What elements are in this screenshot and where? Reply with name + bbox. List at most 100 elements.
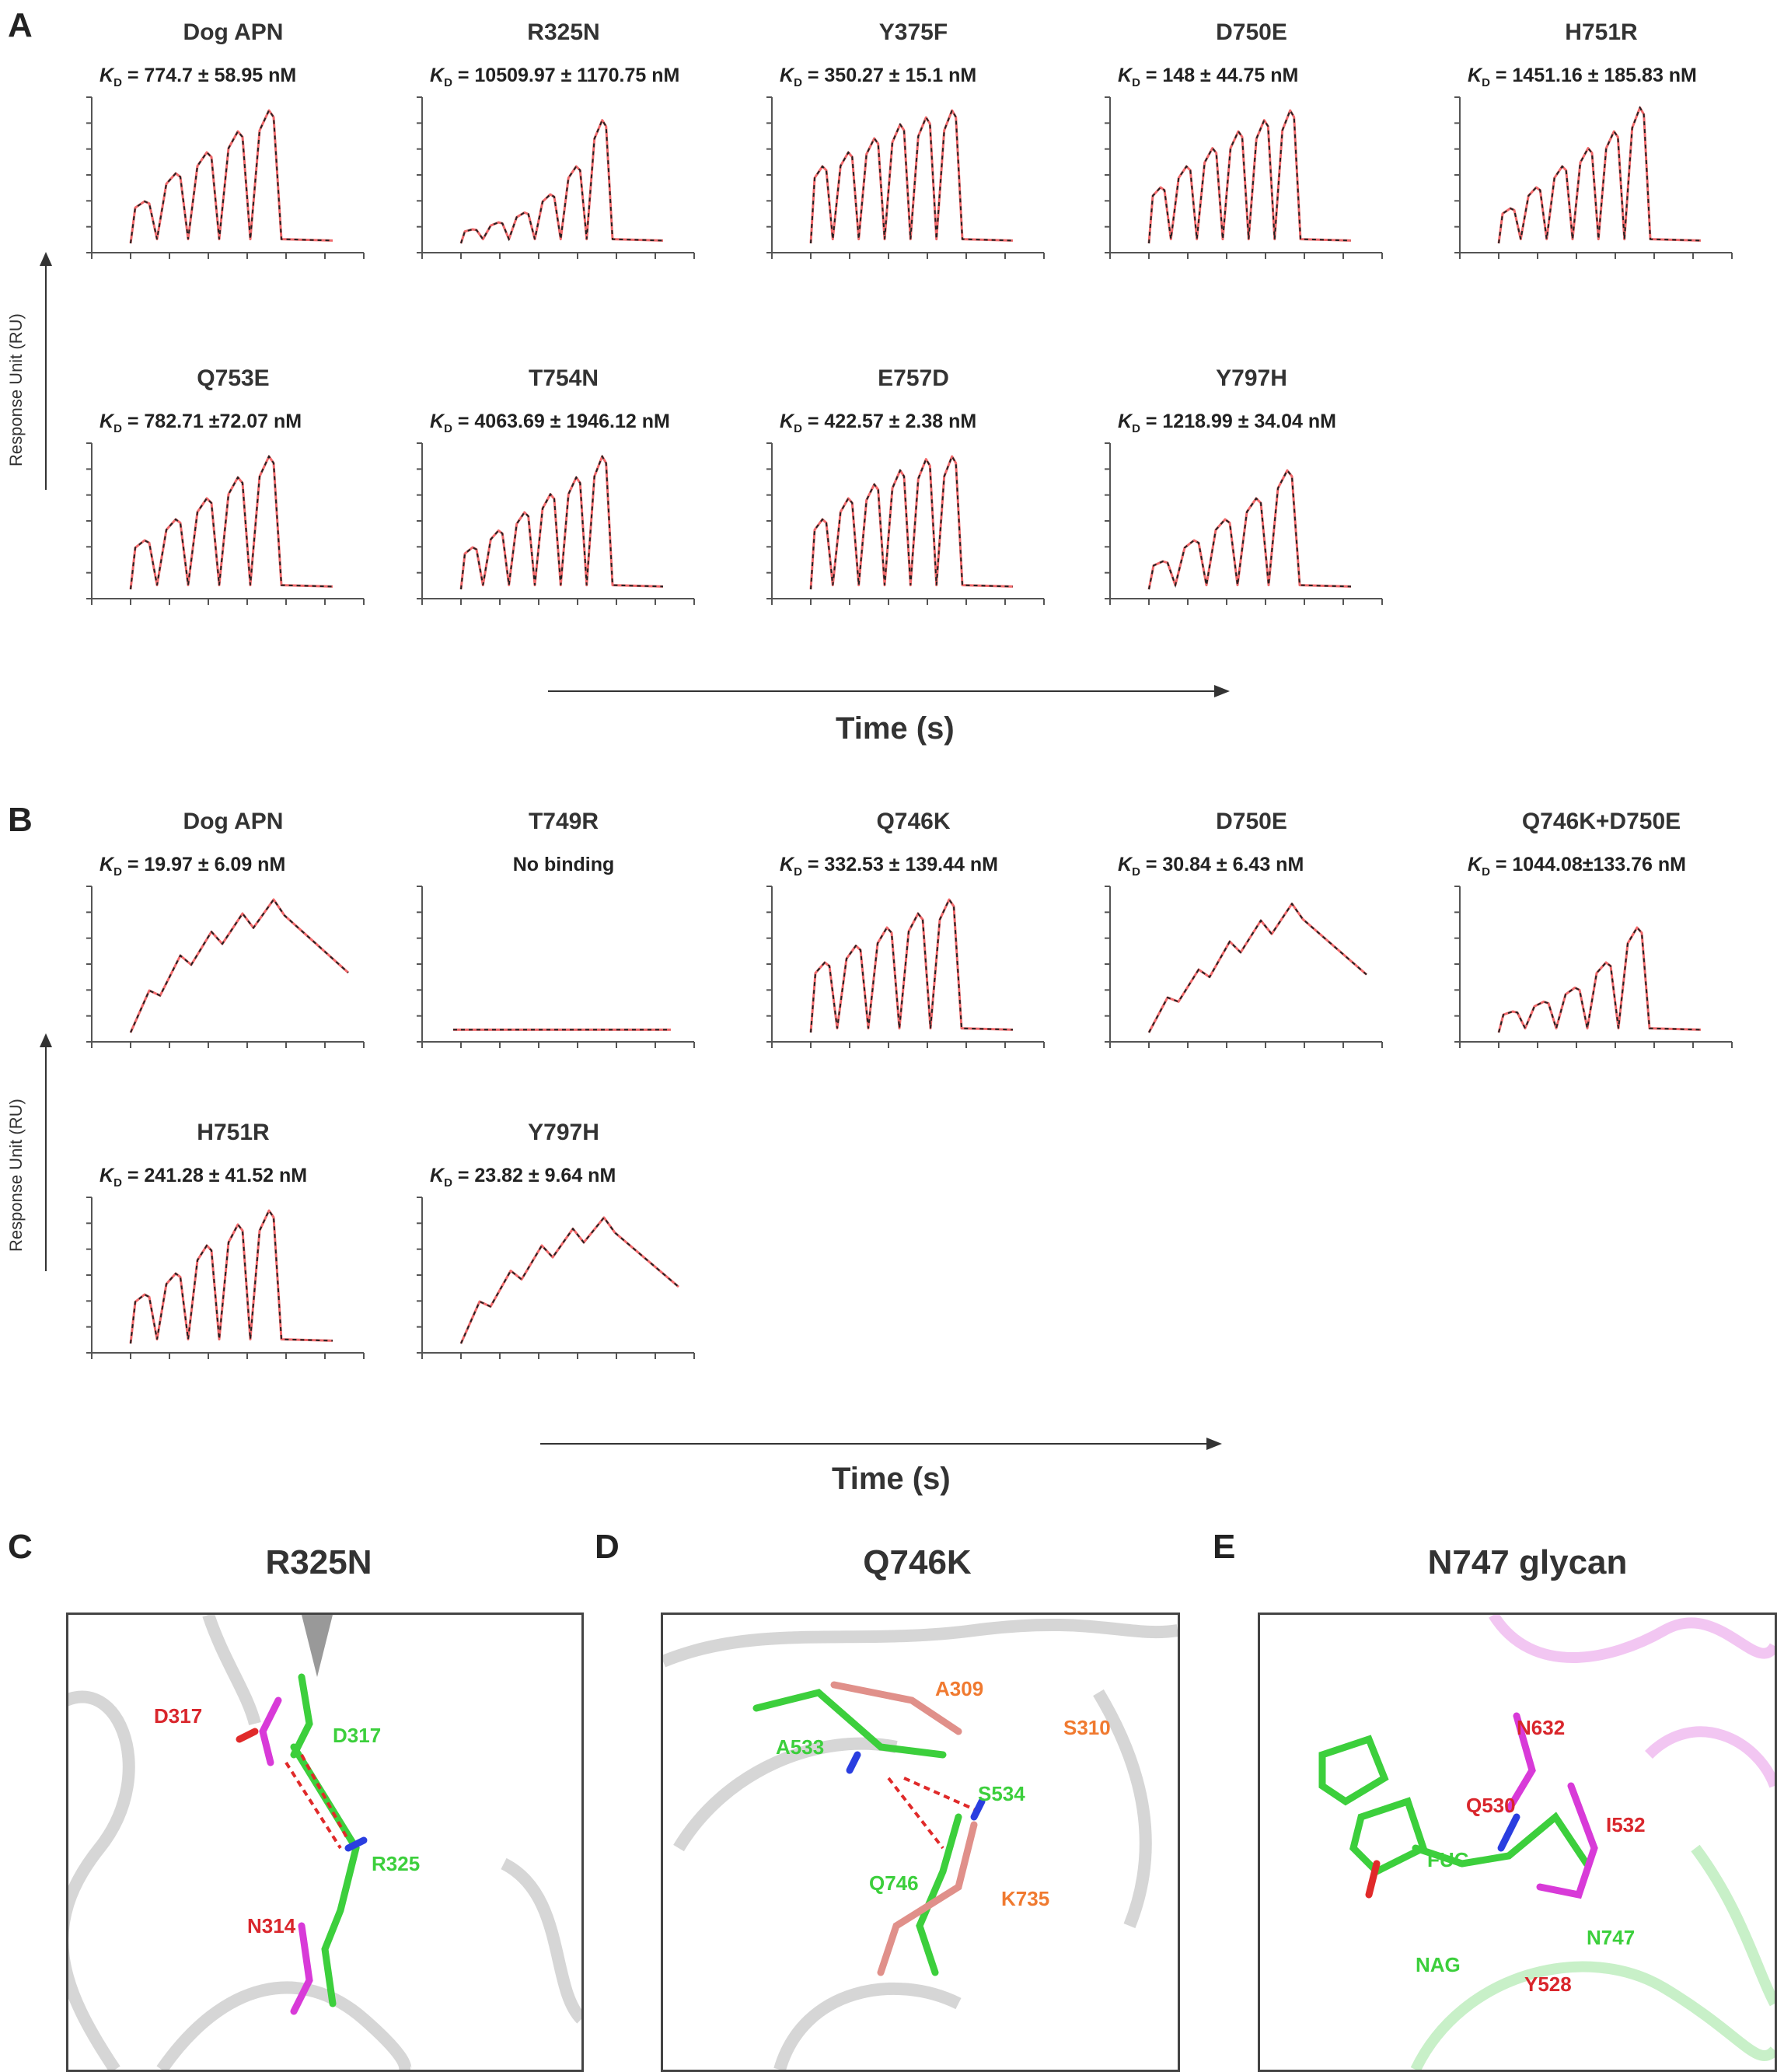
kd-symbol: K [1118, 65, 1133, 86]
y-arrow-b [45, 1046, 47, 1271]
chart-title: D750E [1216, 19, 1287, 45]
sensorgram-b-15: Y797H KD = 23.82 ± 9.64 nM [408, 1120, 719, 1376]
kd-subscript: D [113, 422, 122, 435]
fit-curve [460, 454, 664, 590]
kd-subscript: D [444, 422, 452, 435]
response-curve [459, 1216, 679, 1344]
axes [421, 1197, 694, 1354]
kd-symbol: K [430, 1165, 445, 1186]
kd-value: KD = 422.57 ± 2.38 nM [780, 411, 976, 435]
residue-label: Q530 [1466, 1794, 1516, 1817]
fit-curve [1148, 469, 1352, 590]
kd-text: = 774.7 ± 58.95 nM [121, 65, 297, 86]
kd-symbol: K [780, 411, 794, 432]
fit-curve [130, 455, 333, 590]
y-axis-label-a: Response Unit (RU) [6, 313, 26, 466]
response-curve [1147, 109, 1352, 244]
kd-text: = 19.97 ± 6.09 nM [121, 854, 286, 875]
kd-symbol: K [430, 65, 445, 86]
plot-area [417, 1197, 695, 1359]
kd-text: = 23.82 ± 9.64 nM [452, 1165, 616, 1186]
response-curve [129, 1209, 333, 1344]
arrow-up-icon [40, 252, 52, 266]
residue-label: A533 [776, 1735, 825, 1759]
chart-title: D750E [1216, 809, 1287, 834]
chart-title: Q746K [876, 809, 951, 834]
kd-value: KD = 332.53 ± 139.44 nM [780, 854, 998, 879]
residue-label: D317 [154, 1704, 203, 1728]
panel-label-c: C [8, 1528, 33, 1566]
sensorgram-b-13: Q746K+D750E KD = 1044.08±133.76 nM [1446, 809, 1757, 1065]
kd-subscript: D [1132, 422, 1140, 435]
plot-area [1105, 442, 1383, 605]
ribbon-structure-e [1318, 1615, 1775, 2070]
kd-symbol: K [430, 411, 445, 432]
chart-title: R325N [527, 19, 600, 45]
panel-label-e: E [1213, 1528, 1236, 1566]
kd-symbol: K [1118, 411, 1133, 432]
x-arrow-a [548, 690, 1217, 692]
kd-text: = 350.27 ± 15.1 nM [801, 65, 977, 86]
kd-text: = 30.84 ± 6.43 nM [1140, 854, 1304, 875]
kd-text: = 1044.08±133.76 nM [1489, 854, 1686, 875]
fit-curve [810, 454, 1014, 590]
kd-subscript: D [113, 1176, 122, 1190]
structure-title-d: Q746K [863, 1543, 972, 1581]
chart-title: H751R [1565, 19, 1638, 45]
residue-label: FUC [1427, 1848, 1469, 1871]
sensorgram-b-11: Q746K KD = 332.53 ± 139.44 nM [758, 809, 1069, 1065]
axes [91, 886, 364, 1043]
kd-symbol: K [1468, 65, 1482, 86]
plot-area [86, 1197, 365, 1359]
plot-area [417, 442, 695, 605]
residue-label: I532 [1606, 1813, 1646, 1836]
kd-subscript: D [113, 865, 122, 879]
sensorgram-a-3: D750E KD = 148 ± 44.75 nM [1096, 19, 1407, 276]
kd-subscript: D [794, 76, 802, 89]
fit-curve [130, 898, 349, 1033]
kd-value: No binding [408, 854, 719, 876]
x-axis-label-a: Time (s) [836, 711, 955, 746]
residue-label: N747 [1587, 1926, 1636, 1949]
panel-label-d: D [595, 1528, 620, 1566]
fit-curve [460, 1216, 679, 1344]
kd-symbol: K [1118, 854, 1133, 875]
fit-curve [810, 898, 1014, 1033]
sensorgram-b-9: Dog APN KD = 19.97 ± 6.09 nM [78, 809, 389, 1065]
kd-subscript: D [444, 76, 452, 89]
kd-text: = 332.53 ± 139.44 nM [801, 854, 998, 875]
kd-subscript: D [113, 76, 122, 89]
chart-title: H751R [197, 1120, 270, 1145]
structure-title-e: N747 glycan [1427, 1543, 1628, 1581]
kd-value: KD = 774.7 ± 58.95 nM [99, 65, 296, 89]
kd-symbol: K [99, 65, 114, 86]
plot-area [1105, 96, 1383, 259]
structure-view-d: A309 S310 A533 S534 Q746 K735 [661, 1613, 1180, 2072]
arrow-right-icon [1206, 1438, 1222, 1450]
kd-text: = 782.71 ±72.07 nM [121, 411, 302, 432]
residue-label: NAG [1416, 1953, 1461, 1976]
residue-label: R325 [372, 1852, 421, 1875]
residue-label: D317 [333, 1724, 382, 1747]
plot-area [86, 96, 365, 259]
ribbon-structure-d [663, 1619, 1178, 2070]
residue-label: S534 [978, 1782, 1025, 1805]
x-arrow-b [540, 1443, 1209, 1445]
axes [421, 886, 694, 1043]
sensorgram-a-5: Q753E KD = 782.71 ±72.07 nM [78, 365, 389, 622]
response-curve [459, 119, 664, 244]
y-axis-label-b: Response Unit (RU) [6, 1099, 26, 1252]
no-binding-note: No binding [512, 854, 615, 875]
panel-label-a: A [8, 6, 33, 44]
kd-symbol: K [780, 854, 794, 875]
chart-title: Y797H [1216, 365, 1287, 391]
kd-value: KD = 241.28 ± 41.52 nM [99, 1165, 307, 1190]
plot-area [766, 442, 1045, 605]
kd-subscript: D [1482, 76, 1490, 89]
chart-title: Y797H [528, 1120, 599, 1145]
fit-curve [810, 108, 1014, 244]
kd-symbol: K [780, 65, 794, 86]
sensorgram-b-14: H751R KD = 241.28 ± 41.52 nM [78, 1120, 389, 1376]
kd-subscript: D [1132, 76, 1140, 89]
plot-area [417, 96, 695, 259]
